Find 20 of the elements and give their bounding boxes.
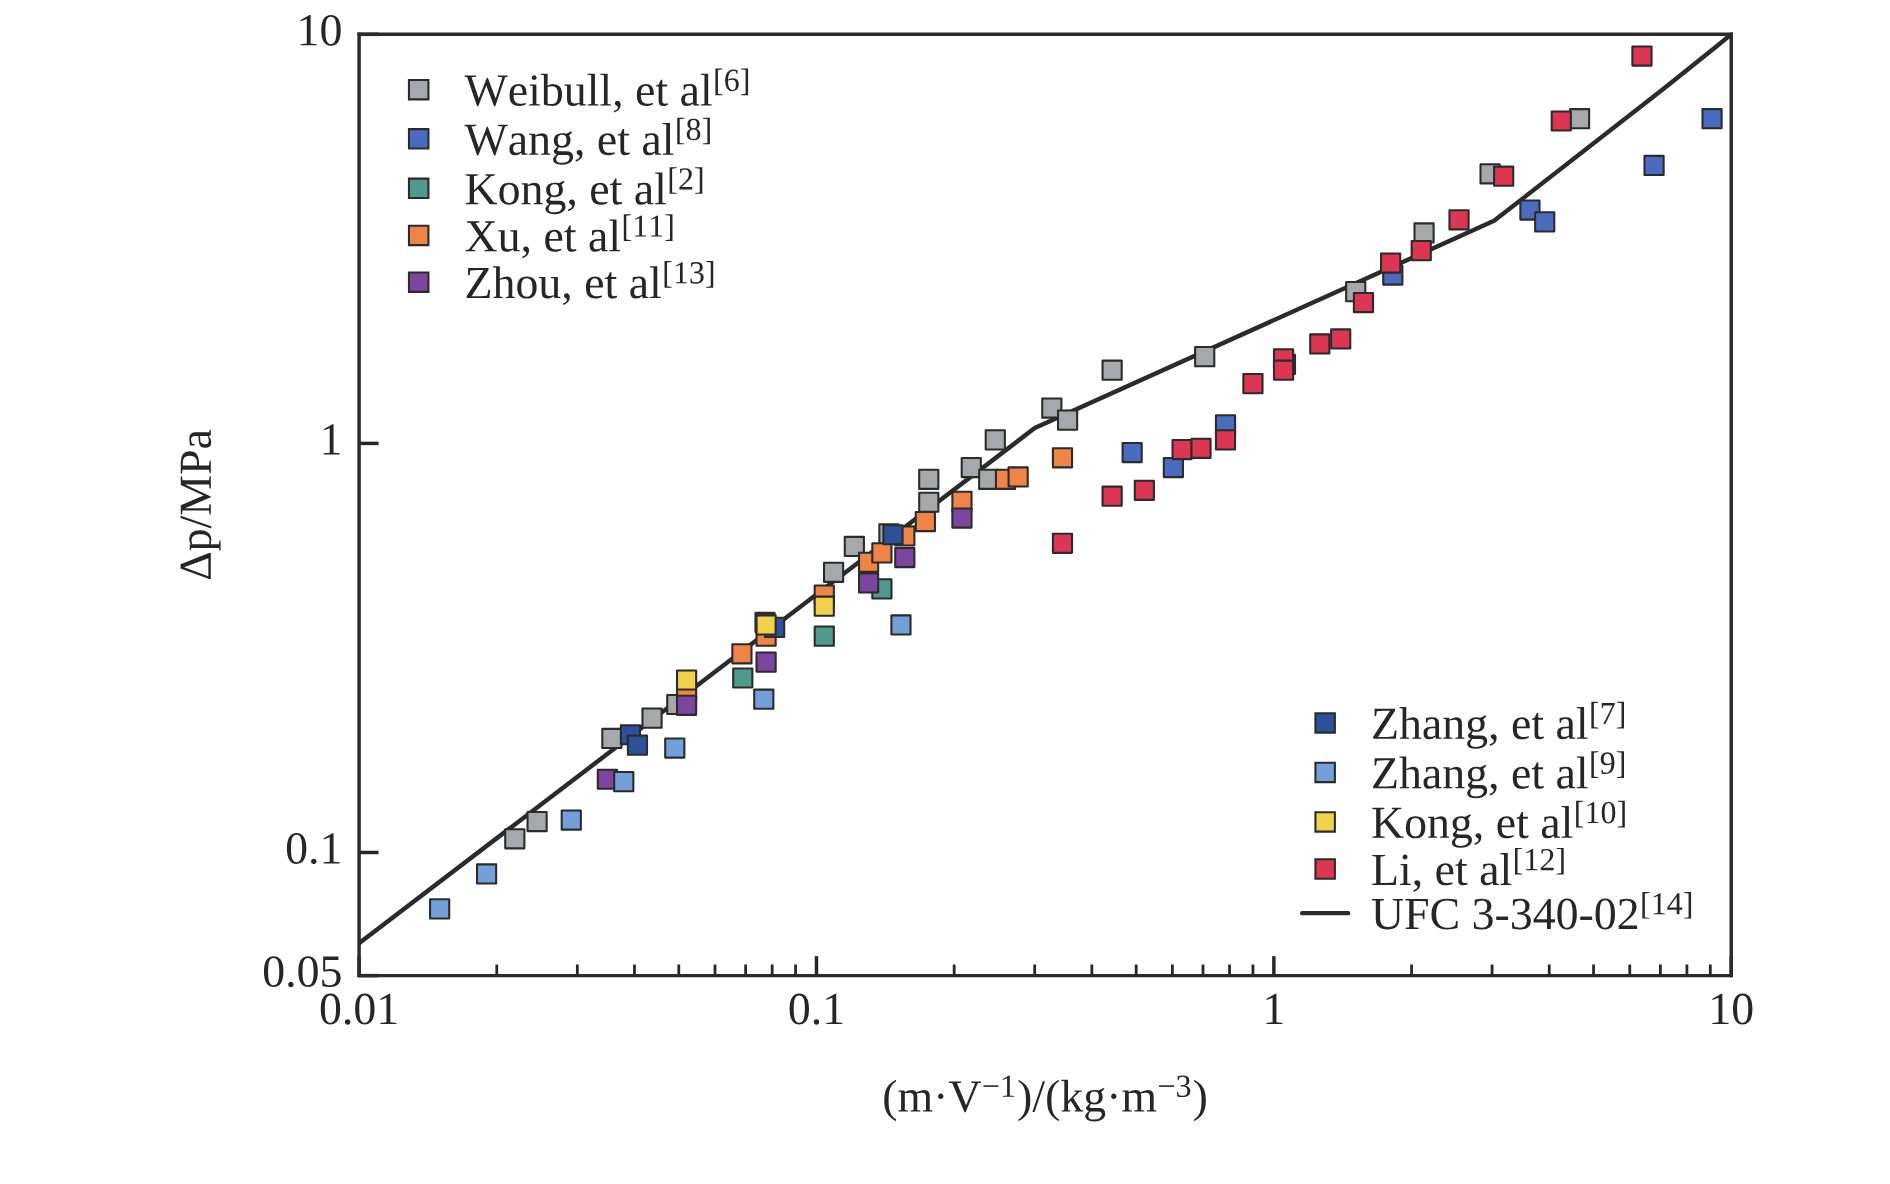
x-axis-title: (m·V$^{−1}$)/(kg·m$^{−3}$)	[884, 1075, 1206, 1122]
y-tick-label: 0.1	[286, 833, 340, 865]
y-axis-title: Δp/MPa	[180, 429, 221, 580]
y-tick-label: 10	[300, 14, 341, 46]
x-tick-label: 0.01	[320, 993, 397, 1025]
legend-label: Weibull, et al$^{[6]}$	[464, 68, 749, 113]
legend-label: Kong, et al$^{[2]}$	[465, 167, 703, 215]
legend-label: Zhang, et al$^{[9]}$	[1373, 751, 1624, 799]
legend-label: Li, et al$^{[12]}$	[1372, 847, 1564, 892]
legend-label: Kong, et al$^{[10]}$	[1372, 800, 1625, 848]
x-tick-label: 0.1	[789, 993, 843, 1025]
legend-label: Xu, et al$^{[11]}$	[465, 214, 673, 259]
y-tick-label: 1	[323, 424, 340, 455]
x-tick-label: 10	[1712, 993, 1753, 1025]
legend-label: Zhou, et al$^{[13]}$	[466, 261, 714, 306]
legend-label: UFC 3-340-02$^{[14]}$	[1371, 892, 1692, 930]
legend-label: Wang, et al$^{[8]}$	[464, 117, 710, 165]
y-tick-label: 0.05	[263, 956, 341, 988]
legend-label: Zhang, et al$^{[7]}$	[1373, 701, 1624, 749]
x-tick-label: 1	[1266, 993, 1283, 1025]
